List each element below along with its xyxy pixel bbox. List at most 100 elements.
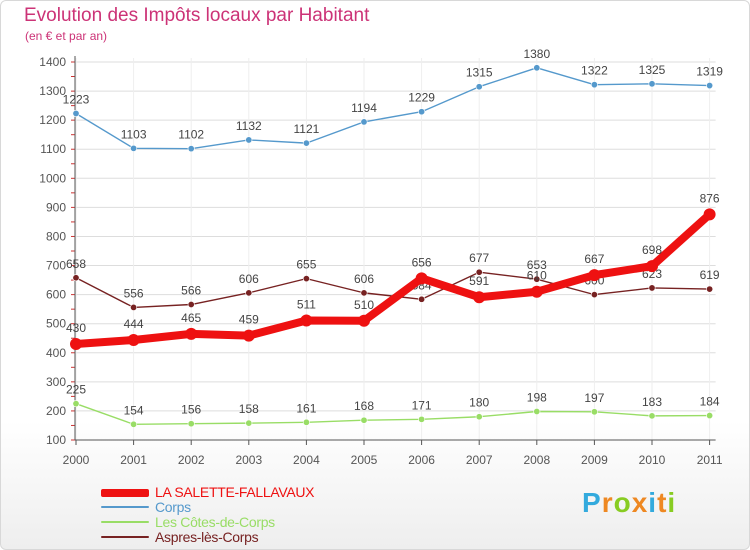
data-point-aspres-les-corps (245, 289, 253, 297)
data-point-corps (245, 136, 253, 144)
data-label-la-salette-fallavaux: 459 (239, 313, 259, 327)
data-label-corps: 1103 (121, 127, 147, 141)
data-label-corps: 1223 (63, 92, 90, 106)
x-tick-label: 2001 (120, 453, 147, 467)
logo-letter: x (631, 487, 649, 518)
data-label-les-cotes-de-corps: 161 (296, 401, 316, 415)
data-label-les-cotes-de-corps: 154 (124, 403, 144, 417)
data-point-corps (590, 81, 598, 89)
data-label-corps: 1315 (466, 66, 493, 80)
x-tick-label: 2007 (466, 453, 493, 467)
data-point-la-salette-fallavaux (703, 208, 716, 221)
x-tick-label: 2004 (293, 453, 320, 467)
data-label-aspres-les-corps: 658 (66, 257, 86, 271)
data-point-aspres-les-corps (590, 291, 598, 299)
data-point-la-salette-fallavaux (415, 272, 428, 285)
y-tick-label: 800 (46, 229, 66, 243)
x-tick-label: 2009 (581, 453, 608, 467)
data-point-la-salette-fallavaux (646, 260, 658, 273)
data-point-corps (648, 80, 656, 88)
data-label-aspres-les-corps: 653 (527, 258, 547, 272)
data-label-les-cotes-de-corps: 156 (181, 403, 201, 417)
legend-swatch-aspres-les-corps (101, 536, 149, 538)
data-label-les-cotes-de-corps: 180 (469, 396, 489, 410)
data-label-corps: 1121 (293, 122, 319, 136)
data-point-la-salette-fallavaux (530, 285, 543, 298)
data-label-les-cotes-de-corps: 168 (354, 399, 374, 413)
data-label-les-cotes-de-corps: 183 (642, 395, 662, 409)
legend-swatch-la-salette (101, 489, 149, 497)
data-point-corps (475, 83, 483, 91)
data-label-corps: 1229 (408, 91, 435, 105)
data-point-corps (72, 109, 80, 117)
data-point-les-cotes-de-corps (648, 412, 656, 420)
series-line-la-salette-fallavaux (72, 210, 714, 349)
y-tick-label: 1400 (39, 55, 66, 69)
data-point-corps (706, 82, 714, 90)
legend-swatch-corps (101, 506, 149, 508)
data-label-aspres-les-corps: 677 (469, 251, 489, 265)
data-label-aspres-les-corps: 606 (239, 272, 259, 286)
y-tick-label: 200 (46, 404, 66, 418)
x-tick-label: 2010 (639, 453, 666, 467)
data-point-les-cotes-de-corps (533, 408, 541, 416)
data-label-la-salette-fallavaux: 465 (181, 311, 201, 325)
data-point-la-salette-fallavaux (300, 314, 313, 327)
data-label-corps: 1319 (696, 65, 723, 79)
y-tick-label: 600 (46, 288, 66, 302)
data-point-la-salette-fallavaux (242, 329, 255, 342)
data-point-les-cotes-de-corps (302, 418, 310, 426)
data-label-la-salette-fallavaux: 591 (469, 274, 489, 288)
data-point-aspres-les-corps (130, 303, 138, 311)
data-label-corps: 1102 (178, 128, 204, 142)
y-tick-label: 500 (46, 317, 66, 331)
data-point-les-cotes-de-corps (475, 413, 483, 421)
data-point-aspres-les-corps (475, 268, 483, 276)
data-label-les-cotes-de-corps: 171 (412, 398, 432, 412)
data-label-les-cotes-de-corps: 198 (527, 391, 547, 405)
data-label-corps: 1322 (581, 64, 608, 78)
y-tick-label: 400 (46, 346, 66, 360)
x-tick-label: 2008 (523, 453, 550, 467)
legend-label-la-salette: LA SALETTE-FALLAVAUX (155, 484, 315, 500)
data-point-aspres-les-corps (418, 295, 426, 303)
data-label-les-cotes-de-corps: 197 (584, 391, 604, 405)
y-tick-label: 1200 (39, 113, 66, 127)
legend-swatch-cotes-de-corps (101, 521, 149, 523)
data-label-corps: 1325 (639, 63, 666, 77)
data-label-la-salette-fallavaux: 876 (700, 191, 720, 205)
data-label-corps: 1194 (351, 101, 377, 115)
legend-label-corps: Corps (155, 499, 191, 515)
data-point-corps (187, 145, 195, 153)
y-tick-label: 100 (46, 433, 66, 447)
data-label-les-cotes-de-corps: 158 (239, 402, 259, 416)
logo-letter: o (613, 487, 632, 518)
logo-letter: P (582, 487, 602, 518)
y-tick-label: 1100 (40, 142, 66, 156)
x-tick-label: 2002 (178, 453, 205, 467)
data-point-la-salette-fallavaux (473, 291, 486, 304)
legend-label-cotes-de-corps: Les Côtes-de-Corps (155, 514, 275, 530)
series-line-les-cotes-de-corps (75, 402, 711, 425)
data-point-corps (302, 139, 310, 147)
y-tick-label: 1000 (39, 171, 66, 185)
x-tick-label: 2005 (351, 453, 378, 467)
data-point-aspres-les-corps (648, 284, 656, 292)
data-point-corps (360, 118, 368, 126)
data-point-les-cotes-de-corps (72, 400, 80, 408)
series-line-corps (75, 67, 711, 150)
x-tick-label: 2003 (235, 453, 262, 467)
data-point-la-salette-fallavaux (358, 314, 370, 327)
logo-letter: i (648, 487, 658, 518)
data-label-aspres-les-corps: 566 (181, 284, 201, 298)
data-point-aspres-les-corps (533, 275, 541, 283)
data-label-la-salette-fallavaux: 610 (527, 269, 547, 283)
data-point-les-cotes-de-corps (187, 420, 195, 428)
data-point-corps (533, 64, 541, 72)
data-point-les-cotes-de-corps (130, 420, 138, 428)
data-label-aspres-les-corps: 655 (296, 258, 316, 272)
data-label-les-cotes-de-corps: 225 (66, 383, 86, 397)
data-label-aspres-les-corps: 619 (700, 268, 720, 282)
y-tick-label: 300 (46, 375, 66, 389)
